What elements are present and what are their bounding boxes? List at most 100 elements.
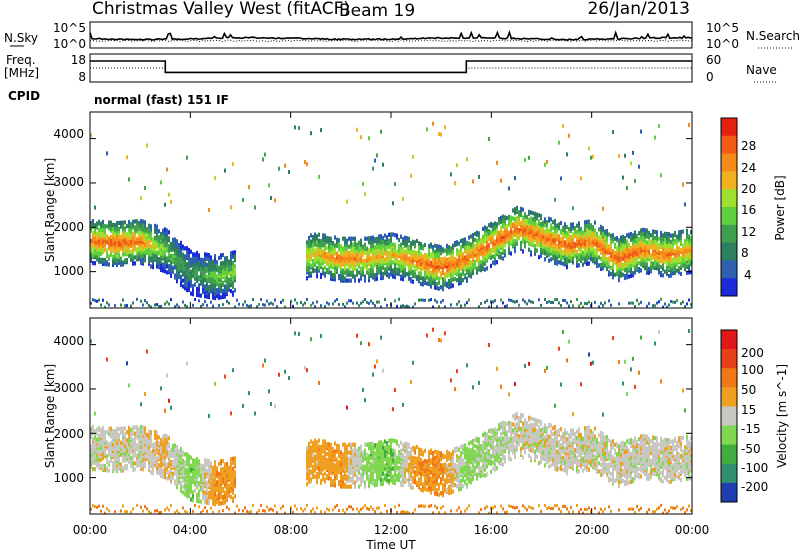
power-cell	[318, 260, 320, 265]
power-cell	[392, 260, 394, 265]
power-cell	[456, 258, 458, 263]
power-cell	[518, 228, 520, 233]
velocity-cell	[184, 464, 186, 469]
power-cell	[236, 298, 238, 302]
power-cell	[152, 257, 154, 262]
power-cell	[444, 272, 446, 277]
power-cell	[358, 248, 360, 253]
power-cell	[200, 293, 202, 298]
velocity-cell	[152, 443, 154, 448]
power-cell	[124, 258, 126, 263]
power-cell	[126, 258, 128, 263]
power-cell	[186, 250, 188, 255]
power-cell	[544, 162, 546, 167]
velocity-cell	[150, 430, 152, 435]
power-cell	[324, 245, 326, 250]
velocity-cell	[152, 471, 154, 476]
power-cell	[214, 254, 216, 259]
power-cell	[578, 239, 580, 244]
velocity-cell	[146, 507, 148, 511]
power-cell	[640, 262, 642, 267]
velocity-cell	[182, 484, 184, 489]
power-cell	[496, 228, 498, 233]
power-cell	[530, 226, 532, 231]
power-cell	[594, 220, 596, 225]
power-cell	[612, 257, 614, 262]
velocity-cell	[130, 510, 132, 514]
power-cell	[504, 253, 506, 258]
power-cell	[470, 234, 472, 239]
power-cell	[514, 239, 516, 244]
power-cell	[406, 240, 408, 245]
power-cell	[600, 234, 602, 239]
power-cell	[488, 305, 490, 308]
power-cell	[640, 232, 642, 237]
power-cell	[576, 255, 578, 260]
velocity-cell	[172, 443, 174, 448]
power-cell	[226, 262, 228, 267]
power-cell	[432, 281, 434, 286]
power-cell	[410, 267, 412, 272]
power-cell	[94, 299, 96, 303]
power-cell	[170, 269, 172, 275]
power-cell	[488, 137, 490, 141]
power-cell	[508, 186, 510, 191]
power-colorbar-swatch	[721, 224, 737, 244]
power-cell	[562, 123, 564, 128]
power-cell	[672, 267, 674, 272]
power-cell	[554, 238, 556, 243]
power-cell	[410, 271, 412, 276]
power-cell	[204, 294, 206, 299]
power-cell	[318, 248, 320, 253]
power-cell	[210, 255, 212, 260]
velocity-cell	[160, 441, 162, 447]
power-cell	[594, 228, 596, 233]
velocity-cell	[156, 470, 158, 475]
power-cell	[514, 207, 516, 212]
power-cell	[128, 223, 130, 229]
power-cell	[548, 258, 550, 263]
power-cell	[466, 268, 468, 273]
power-cell	[622, 175, 624, 180]
power-cell	[668, 232, 670, 237]
power-cell	[334, 261, 336, 266]
power-colorbar-label: Power [dB]	[773, 175, 787, 240]
power-cell	[496, 260, 498, 265]
power-cell	[438, 286, 440, 291]
power-cell	[148, 304, 150, 307]
power-cell	[102, 219, 104, 225]
power-cell	[230, 267, 232, 272]
power-cell	[592, 253, 594, 258]
power-cell	[394, 266, 396, 272]
power-cell	[404, 271, 406, 276]
power-cell	[148, 247, 150, 252]
cpid-value: normal (fast) 151 IF	[94, 93, 229, 107]
power-cell	[662, 305, 664, 308]
power-cell	[134, 225, 136, 230]
velocity-cell	[148, 510, 150, 513]
power-cb-tick-16: 16	[741, 203, 756, 217]
power-cell	[634, 258, 636, 263]
power-cell	[336, 267, 338, 272]
freq-unit-label: [MHz]	[4, 66, 39, 80]
power-cell	[464, 245, 466, 250]
power-cell	[564, 299, 566, 302]
velocity-cell	[122, 504, 124, 508]
power-cell	[460, 254, 462, 259]
power-cell	[666, 305, 668, 308]
power-cell	[198, 253, 200, 258]
power-cell	[198, 293, 200, 298]
velocity-cell	[170, 405, 172, 410]
power-cell	[200, 305, 202, 308]
power-cell	[610, 247, 612, 252]
power-cell	[338, 254, 340, 259]
power-cell	[150, 252, 152, 257]
power-cell	[134, 261, 136, 266]
power-cell	[222, 270, 224, 275]
velocity-cell	[96, 431, 98, 436]
power-cell	[522, 215, 524, 220]
noise-right-label: N.Search	[746, 29, 800, 43]
power-cell	[158, 261, 160, 266]
power-cell	[108, 220, 110, 225]
